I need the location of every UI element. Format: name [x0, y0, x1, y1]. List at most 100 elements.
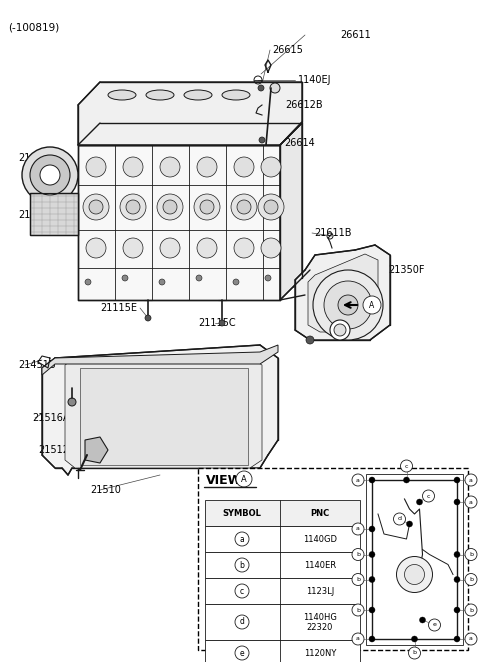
- Text: 21611B: 21611B: [314, 228, 351, 238]
- Circle shape: [261, 238, 281, 258]
- Circle shape: [30, 155, 70, 195]
- Circle shape: [417, 499, 422, 505]
- Text: e: e: [240, 649, 244, 657]
- Circle shape: [235, 532, 249, 546]
- Text: 21473: 21473: [316, 320, 347, 330]
- Circle shape: [306, 336, 314, 344]
- Circle shape: [270, 83, 280, 93]
- Circle shape: [163, 200, 177, 214]
- Circle shape: [465, 549, 477, 561]
- Ellipse shape: [146, 90, 174, 100]
- Circle shape: [126, 200, 140, 214]
- Text: (-100819): (-100819): [8, 22, 59, 32]
- Circle shape: [454, 499, 460, 505]
- Circle shape: [405, 565, 424, 585]
- Circle shape: [454, 636, 460, 642]
- Circle shape: [122, 275, 128, 281]
- Text: 21115C: 21115C: [198, 318, 236, 328]
- Text: A: A: [370, 301, 374, 310]
- Circle shape: [465, 474, 477, 486]
- Ellipse shape: [184, 90, 212, 100]
- Polygon shape: [78, 145, 280, 300]
- Circle shape: [404, 477, 409, 483]
- Circle shape: [236, 471, 252, 487]
- Polygon shape: [78, 123, 302, 145]
- Circle shape: [145, 315, 151, 321]
- Circle shape: [86, 238, 106, 258]
- Text: 21516A: 21516A: [32, 413, 70, 423]
- Polygon shape: [42, 345, 278, 375]
- Circle shape: [22, 147, 78, 203]
- Circle shape: [160, 238, 180, 258]
- Polygon shape: [280, 123, 302, 300]
- Bar: [205, 640, 360, 662]
- Bar: [205, 500, 360, 526]
- Polygon shape: [30, 193, 78, 235]
- Text: d: d: [240, 618, 244, 626]
- Circle shape: [160, 157, 180, 177]
- Circle shape: [422, 490, 434, 502]
- Circle shape: [352, 604, 364, 616]
- Ellipse shape: [222, 90, 250, 100]
- Circle shape: [265, 275, 271, 281]
- Text: 1120NY: 1120NY: [304, 649, 336, 657]
- Text: 21443: 21443: [18, 153, 49, 163]
- Text: b: b: [469, 577, 473, 582]
- Circle shape: [454, 577, 460, 583]
- Circle shape: [261, 157, 281, 177]
- Polygon shape: [295, 245, 390, 340]
- Circle shape: [369, 636, 375, 642]
- Circle shape: [235, 646, 249, 660]
- Circle shape: [219, 320, 225, 326]
- Circle shape: [123, 157, 143, 177]
- Text: b: b: [356, 608, 360, 612]
- Circle shape: [369, 526, 375, 532]
- Circle shape: [369, 477, 375, 483]
- Text: 21512: 21512: [38, 445, 69, 455]
- Circle shape: [454, 551, 460, 557]
- Circle shape: [196, 275, 202, 281]
- Text: c: c: [240, 587, 244, 596]
- Text: PNC: PNC: [311, 508, 330, 518]
- Text: 21115E: 21115E: [100, 303, 137, 313]
- Polygon shape: [78, 82, 302, 145]
- Circle shape: [454, 477, 460, 483]
- Circle shape: [369, 607, 375, 613]
- Circle shape: [352, 549, 364, 561]
- Circle shape: [429, 619, 441, 631]
- Circle shape: [83, 194, 109, 220]
- Text: 21510: 21510: [90, 485, 121, 495]
- Circle shape: [396, 557, 432, 592]
- Circle shape: [200, 200, 214, 214]
- Text: SYMBOL: SYMBOL: [223, 508, 262, 518]
- Text: 26615: 26615: [272, 45, 303, 55]
- Text: c: c: [405, 463, 408, 469]
- Polygon shape: [308, 254, 378, 332]
- Circle shape: [123, 238, 143, 258]
- Circle shape: [234, 157, 254, 177]
- Text: e: e: [432, 622, 436, 628]
- Circle shape: [68, 398, 76, 406]
- Circle shape: [157, 194, 183, 220]
- Text: 21513A: 21513A: [105, 427, 143, 437]
- Bar: [205, 578, 360, 604]
- Circle shape: [400, 460, 412, 472]
- Circle shape: [194, 194, 220, 220]
- Text: 21451B: 21451B: [18, 360, 56, 370]
- Circle shape: [264, 200, 278, 214]
- Circle shape: [465, 496, 477, 508]
- Text: b: b: [469, 552, 473, 557]
- Circle shape: [197, 238, 217, 258]
- Circle shape: [86, 157, 106, 177]
- Text: 1140HG: 1140HG: [303, 614, 337, 622]
- Text: 1123LJ: 1123LJ: [306, 587, 334, 596]
- Circle shape: [338, 295, 358, 315]
- Circle shape: [258, 85, 264, 91]
- Circle shape: [330, 320, 350, 340]
- Circle shape: [352, 633, 364, 645]
- Circle shape: [258, 194, 284, 220]
- Bar: [205, 552, 360, 578]
- Circle shape: [408, 647, 420, 659]
- Text: a: a: [356, 526, 360, 532]
- Text: b: b: [356, 577, 360, 582]
